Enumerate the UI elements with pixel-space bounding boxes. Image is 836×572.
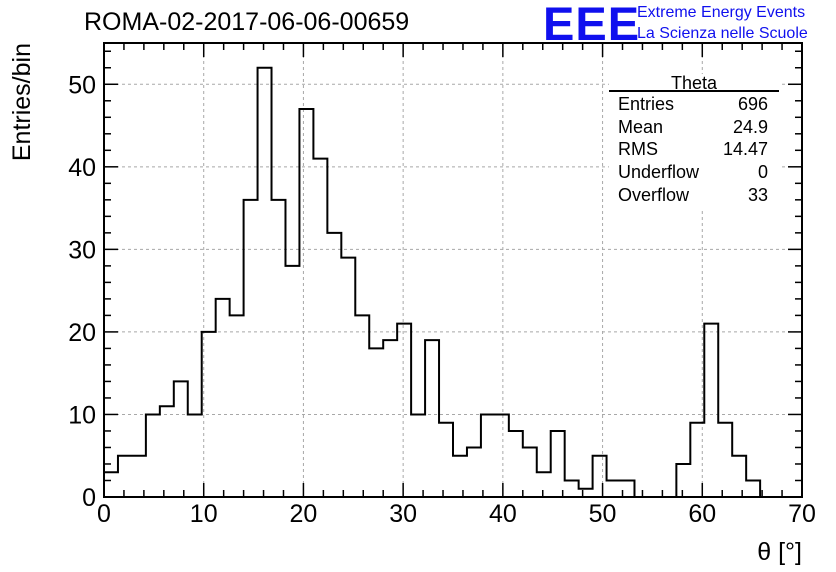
y-tick-label: 0 — [82, 484, 96, 512]
histogram-bin — [676, 464, 690, 497]
histogram-bin — [732, 456, 746, 497]
x-tick-label: 70 — [788, 500, 816, 528]
stats-value: 0 — [757, 162, 768, 182]
histogram-bin — [565, 480, 579, 497]
x-tick-label: 0 — [97, 500, 111, 528]
histogram-bin — [537, 472, 551, 497]
stats-box: Theta Entries 696 Mean 24.9 RMS 14.47 Un… — [609, 74, 779, 210]
histogram-bin — [593, 456, 607, 497]
histogram-bin — [174, 381, 188, 497]
eee-logo: EEE — [543, 0, 641, 50]
x-axis-label: θ [°] — [757, 538, 802, 566]
histogram-bin — [523, 447, 537, 497]
histogram-bin — [202, 332, 216, 497]
plot-frame — [103, 42, 803, 498]
histogram-bin — [397, 324, 411, 497]
stats-row-overflow: Overflow 33 — [618, 184, 773, 206]
histogram-bin — [355, 315, 369, 497]
y-tick-label: 50 — [68, 71, 96, 99]
histogram-bin — [216, 299, 230, 497]
stats-label: Entries — [618, 94, 675, 114]
histogram-bin — [551, 431, 565, 497]
histogram-bin — [313, 159, 327, 497]
stats-value: 14.47 — [722, 139, 768, 159]
histogram-bin — [230, 315, 244, 497]
stats-label: Mean — [618, 117, 664, 137]
histogram-bin — [704, 324, 718, 497]
chart-title: ROMA-02-2017-06-06-00659 — [84, 8, 410, 36]
histogram-outline — [103, 66, 802, 498]
stats-row-underflow: Underflow 0 — [618, 161, 773, 183]
histogram-bin — [411, 414, 425, 497]
histogram-bin — [718, 423, 732, 497]
stats-label: RMS — [618, 139, 658, 159]
x-tick-label: 50 — [589, 500, 617, 528]
stats-value: 33 — [747, 185, 768, 205]
histogram-bin — [188, 414, 202, 497]
x-tick-label: 10 — [190, 500, 218, 528]
histogram-bin — [481, 414, 495, 497]
histogram-bin — [341, 258, 355, 497]
histogram-bin — [258, 68, 272, 497]
histogram-bin — [272, 200, 286, 497]
y-tick-label: 40 — [68, 154, 96, 182]
histogram-bin — [425, 340, 439, 497]
x-tick-label: 30 — [389, 500, 417, 528]
y-axis-label: Entries/bin — [8, 43, 36, 161]
stats-row-mean: Mean 24.9 — [618, 116, 773, 138]
histogram-bin — [146, 414, 160, 497]
logo-line-2: La Scienza nelle Scuole — [637, 25, 808, 42]
histogram-bin — [439, 423, 453, 497]
x-tick-label: 40 — [489, 500, 517, 528]
histogram-bin — [244, 200, 258, 497]
logo-line-1: Extreme Energy Events — [637, 4, 806, 21]
histogram-bin — [104, 472, 118, 497]
histogram-bin — [118, 456, 132, 497]
histogram-bin — [369, 348, 383, 497]
histogram-bin — [467, 447, 481, 497]
x-tick-label: 60 — [688, 500, 716, 528]
stats-row-entries: Entries 696 — [618, 93, 773, 115]
histogram-bin — [160, 406, 174, 497]
stats-row-rms: RMS 14.47 — [618, 138, 773, 160]
histogram-bin — [509, 431, 523, 497]
stats-label: Overflow — [618, 185, 690, 205]
histogram-bin — [285, 266, 299, 497]
histogram-bin — [327, 233, 341, 497]
stats-label: Underflow — [618, 162, 700, 182]
stats-value: 696 — [737, 94, 768, 114]
stats-title: Theta — [609, 74, 779, 92]
x-tick-label: 20 — [290, 500, 318, 528]
histogram-bin — [299, 109, 313, 497]
stats-value: 24.9 — [732, 117, 768, 137]
histogram-bin — [746, 480, 760, 497]
y-tick-label: 30 — [68, 236, 96, 264]
y-tick-label: 10 — [68, 401, 96, 429]
histogram-bin — [495, 414, 509, 497]
y-tick-label: 20 — [68, 319, 96, 347]
histogram-bin — [383, 340, 397, 497]
histogram-bin — [453, 456, 467, 497]
histogram-bin — [607, 480, 621, 497]
histogram-bin — [579, 489, 593, 497]
